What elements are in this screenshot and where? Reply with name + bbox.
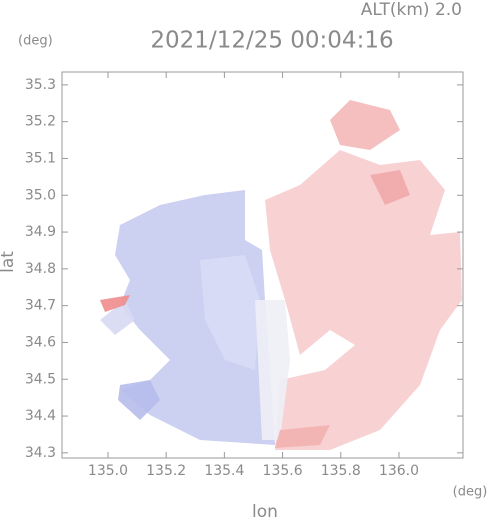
- echo-region: [100, 300, 135, 335]
- y-tick-label: 34.5: [25, 371, 56, 387]
- plot-frame: [61, 71, 464, 459]
- echo-region: [118, 380, 160, 420]
- echo-region: [330, 100, 400, 150]
- y-tick-label: 34.6: [25, 334, 56, 350]
- y-tick-label: 35.2: [25, 114, 56, 130]
- y-tick-label: 34.4: [25, 408, 56, 424]
- x-tick-label: 135.4: [204, 463, 244, 479]
- echo-region: [370, 170, 410, 205]
- x-tick-label: 135.2: [146, 463, 186, 479]
- x-tick-label: 135.6: [263, 463, 303, 479]
- echo-region: [115, 190, 275, 445]
- echo-region: [100, 295, 130, 312]
- y-tick-label: 34.9: [25, 224, 56, 240]
- y-tick-label: 35.1: [25, 150, 56, 166]
- echo-region: [200, 255, 260, 370]
- echo-region: [275, 425, 330, 448]
- x-tick-label: 135.8: [321, 463, 361, 479]
- radar-field: [100, 100, 462, 450]
- altitude-label: ALT(km) 2.0: [361, 0, 462, 20]
- y-unit: (deg): [18, 34, 53, 49]
- x-tick-label: 136.0: [379, 463, 419, 479]
- y-tick-label: 35.3: [25, 77, 56, 93]
- chart-title: 2021/12/25 00:04:16: [150, 28, 393, 54]
- y-tick-label: 34.8: [25, 261, 56, 277]
- y-tick-label: 34.3: [25, 445, 56, 461]
- x-unit: (deg): [453, 485, 488, 500]
- x-axis-label: lon: [252, 502, 278, 521]
- y-axis-label: lat: [0, 251, 18, 273]
- x-tick-label: 135.0: [88, 463, 128, 479]
- y-tick-label: 35.0: [25, 187, 56, 203]
- echo-region: [255, 300, 290, 440]
- echo-region: [265, 150, 462, 450]
- y-tick-label: 34.7: [25, 298, 56, 314]
